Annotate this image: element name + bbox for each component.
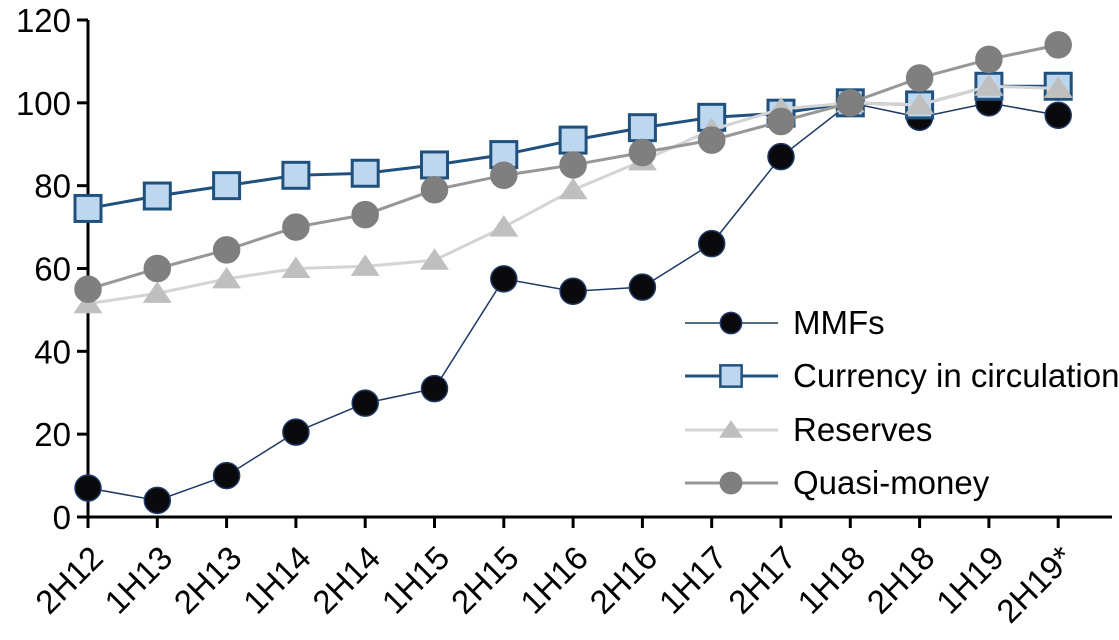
svg-text:1H18: 1H18 [790, 539, 872, 621]
svg-text:1H16: 1H16 [513, 539, 595, 621]
svg-text:60: 60 [34, 250, 71, 287]
svg-text:2H19*: 2H19* [989, 539, 1080, 630]
chart-legend: MMFs Currency in circulation Reserves Qu… [684, 296, 1119, 510]
legend-label-currency: Currency in circulation [793, 357, 1119, 395]
svg-text:1H17: 1H17 [652, 539, 734, 621]
svg-text:1H13: 1H13 [97, 539, 179, 621]
svg-text:1H15: 1H15 [375, 539, 457, 621]
svg-text:0: 0 [53, 499, 71, 536]
svg-text:2H17: 2H17 [721, 539, 803, 621]
legend-marker-currency-icon [685, 364, 778, 389]
svg-text:120: 120 [16, 2, 71, 39]
svg-text:2H13: 2H13 [167, 539, 249, 621]
legend-marker-mmfs-icon [685, 311, 778, 335]
svg-text:80: 80 [34, 168, 71, 205]
svg-text:2H18: 2H18 [860, 539, 942, 621]
legend-item-reserves: Reserves [684, 403, 1119, 457]
svg-text:40: 40 [34, 333, 71, 370]
svg-text:20: 20 [34, 416, 71, 453]
legend-label-quasi-money: Quasi-money [793, 464, 990, 502]
legend-label-reserves: Reserves [793, 410, 933, 448]
svg-text:1H14: 1H14 [236, 539, 318, 621]
legend-label-mmfs: MMFs [793, 303, 885, 341]
legend-item-currency: Currency in circulation [684, 350, 1119, 404]
svg-text:2H12: 2H12 [28, 539, 110, 621]
legend-item-mmfs: MMFs [684, 296, 1119, 350]
legend-item-quasi-money: Quasi-money [684, 457, 1119, 511]
legend-marker-quasi-money-icon [685, 471, 778, 495]
svg-text:2H16: 2H16 [582, 539, 664, 621]
svg-text:2H14: 2H14 [305, 539, 387, 621]
svg-text:100: 100 [16, 85, 71, 122]
legend-marker-reserves-icon [685, 419, 778, 438]
svg-text:2H15: 2H15 [444, 539, 526, 621]
